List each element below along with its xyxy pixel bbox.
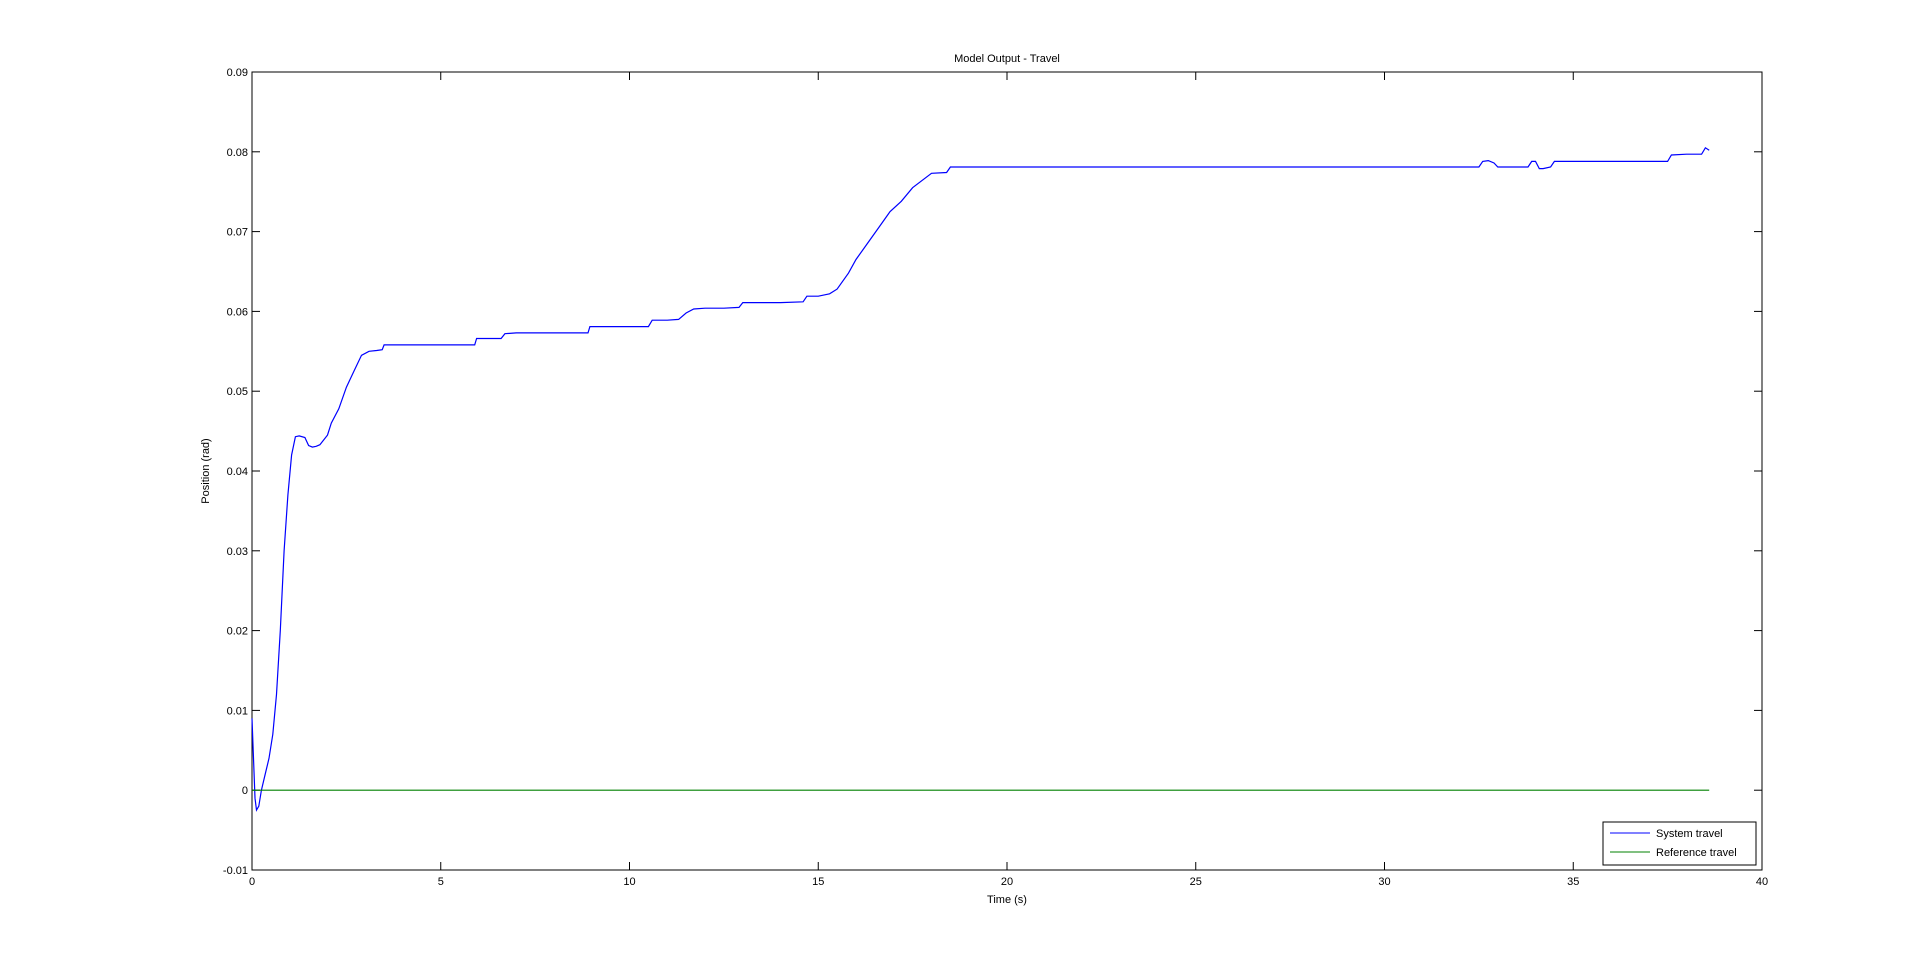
y-tick-label: 0.09 xyxy=(227,67,248,79)
x-tick-label: 25 xyxy=(1190,876,1202,888)
y-tick-label: 0.06 xyxy=(227,306,248,318)
x-tick-label: 40 xyxy=(1756,876,1768,888)
y-axis-label: Position (rad) xyxy=(200,438,212,503)
y-ticks: -0.01 0 0.01 0.02 0.03 0.04 0.05 0.06 0.07 0.08 0.… xyxy=(223,67,1762,877)
y-tick-label: 0.01 xyxy=(227,705,248,717)
legend-label-reference-travel: Reference travel xyxy=(1656,847,1737,859)
plot-area xyxy=(251,71,1763,871)
legend: System travel Reference travel xyxy=(1602,821,1757,866)
y-tick-label: 0.03 xyxy=(227,546,248,558)
y-tick-label: 0 xyxy=(242,785,248,797)
legend-box xyxy=(1602,821,1757,866)
x-tick-label: 15 xyxy=(812,876,824,888)
x-tick-label: 20 xyxy=(1001,876,1013,888)
x-tick-label: 5 xyxy=(438,876,444,888)
y-tick-label: 0.02 xyxy=(227,626,248,638)
chart-title: Model Output - Travel xyxy=(954,53,1060,65)
series-layer xyxy=(251,146,1710,812)
legend-label-system-travel: System travel xyxy=(1656,828,1723,840)
y-tick-label: 0.05 xyxy=(227,386,248,398)
y-tick-label: 0.04 xyxy=(227,466,248,478)
x-tick-label: 0 xyxy=(249,876,255,888)
x-tick-label: 30 xyxy=(1378,876,1390,888)
x-axis-label: Time (s) xyxy=(987,894,1027,906)
y-tick-label: 0.07 xyxy=(227,227,248,239)
x-tick-label: 35 xyxy=(1567,876,1579,888)
x-ticks: 0 5 10 15 20 25 30 35 40 xyxy=(249,72,1768,888)
y-tick-label: 0.08 xyxy=(227,147,248,159)
y-tick-label: -0.01 xyxy=(223,865,248,877)
series-line-system-travel xyxy=(251,146,1710,812)
x-tick-label: 10 xyxy=(623,876,635,888)
